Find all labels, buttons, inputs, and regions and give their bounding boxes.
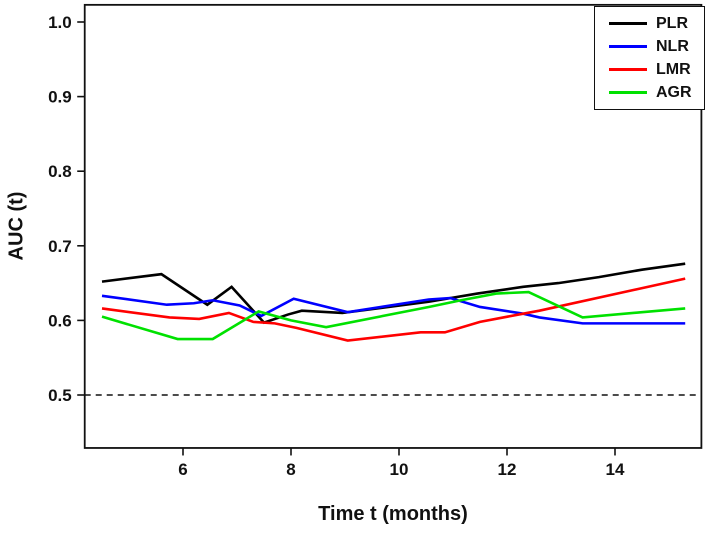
- legend: PLR NLR LMR AGR: [594, 6, 705, 110]
- x-tick-label: 10: [390, 460, 409, 479]
- y-tick-label: 0.9: [48, 88, 72, 107]
- y-tick-label: 1.0: [48, 13, 72, 32]
- legend-item-PLR: PLR: [609, 14, 704, 32]
- legend-item-NLR: NLR: [609, 37, 704, 55]
- x-tick-label: 12: [498, 460, 517, 479]
- series-NLR-line: [101, 294, 686, 325]
- series-PLR-line: [101, 262, 686, 325]
- legend-line-icon-AGR: [609, 91, 647, 94]
- y-axis-title: AUC (t): [5, 191, 28, 261]
- legend-line-icon-LMR: [609, 68, 647, 71]
- plot-frame: [83, 3, 703, 449]
- legend-line-icon-NLR: [609, 45, 647, 48]
- legend-label-LMR: LMR: [656, 60, 691, 78]
- x-tick-label: 8: [286, 460, 295, 479]
- y-tick-label: 0.5: [48, 386, 72, 405]
- legend-label-NLR: NLR: [656, 37, 689, 55]
- legend-label-AGR: AGR: [656, 83, 692, 101]
- y-tick-label: 0.6: [48, 311, 72, 330]
- y-tick-label: 0.8: [48, 162, 72, 181]
- legend-item-AGR: AGR: [609, 83, 704, 101]
- x-axis-title: Time t (months): [318, 503, 468, 525]
- series-AGR-line: [101, 290, 686, 341]
- legend-label-PLR: PLR: [656, 14, 688, 32]
- x-tick-label: 14: [606, 460, 625, 479]
- series-LMR-line: [101, 277, 686, 342]
- y-tick-label: 0.7: [48, 237, 72, 256]
- legend-item-LMR: LMR: [609, 60, 704, 78]
- x-tick-label: 6: [178, 460, 187, 479]
- legend-line-icon-PLR: [609, 22, 647, 25]
